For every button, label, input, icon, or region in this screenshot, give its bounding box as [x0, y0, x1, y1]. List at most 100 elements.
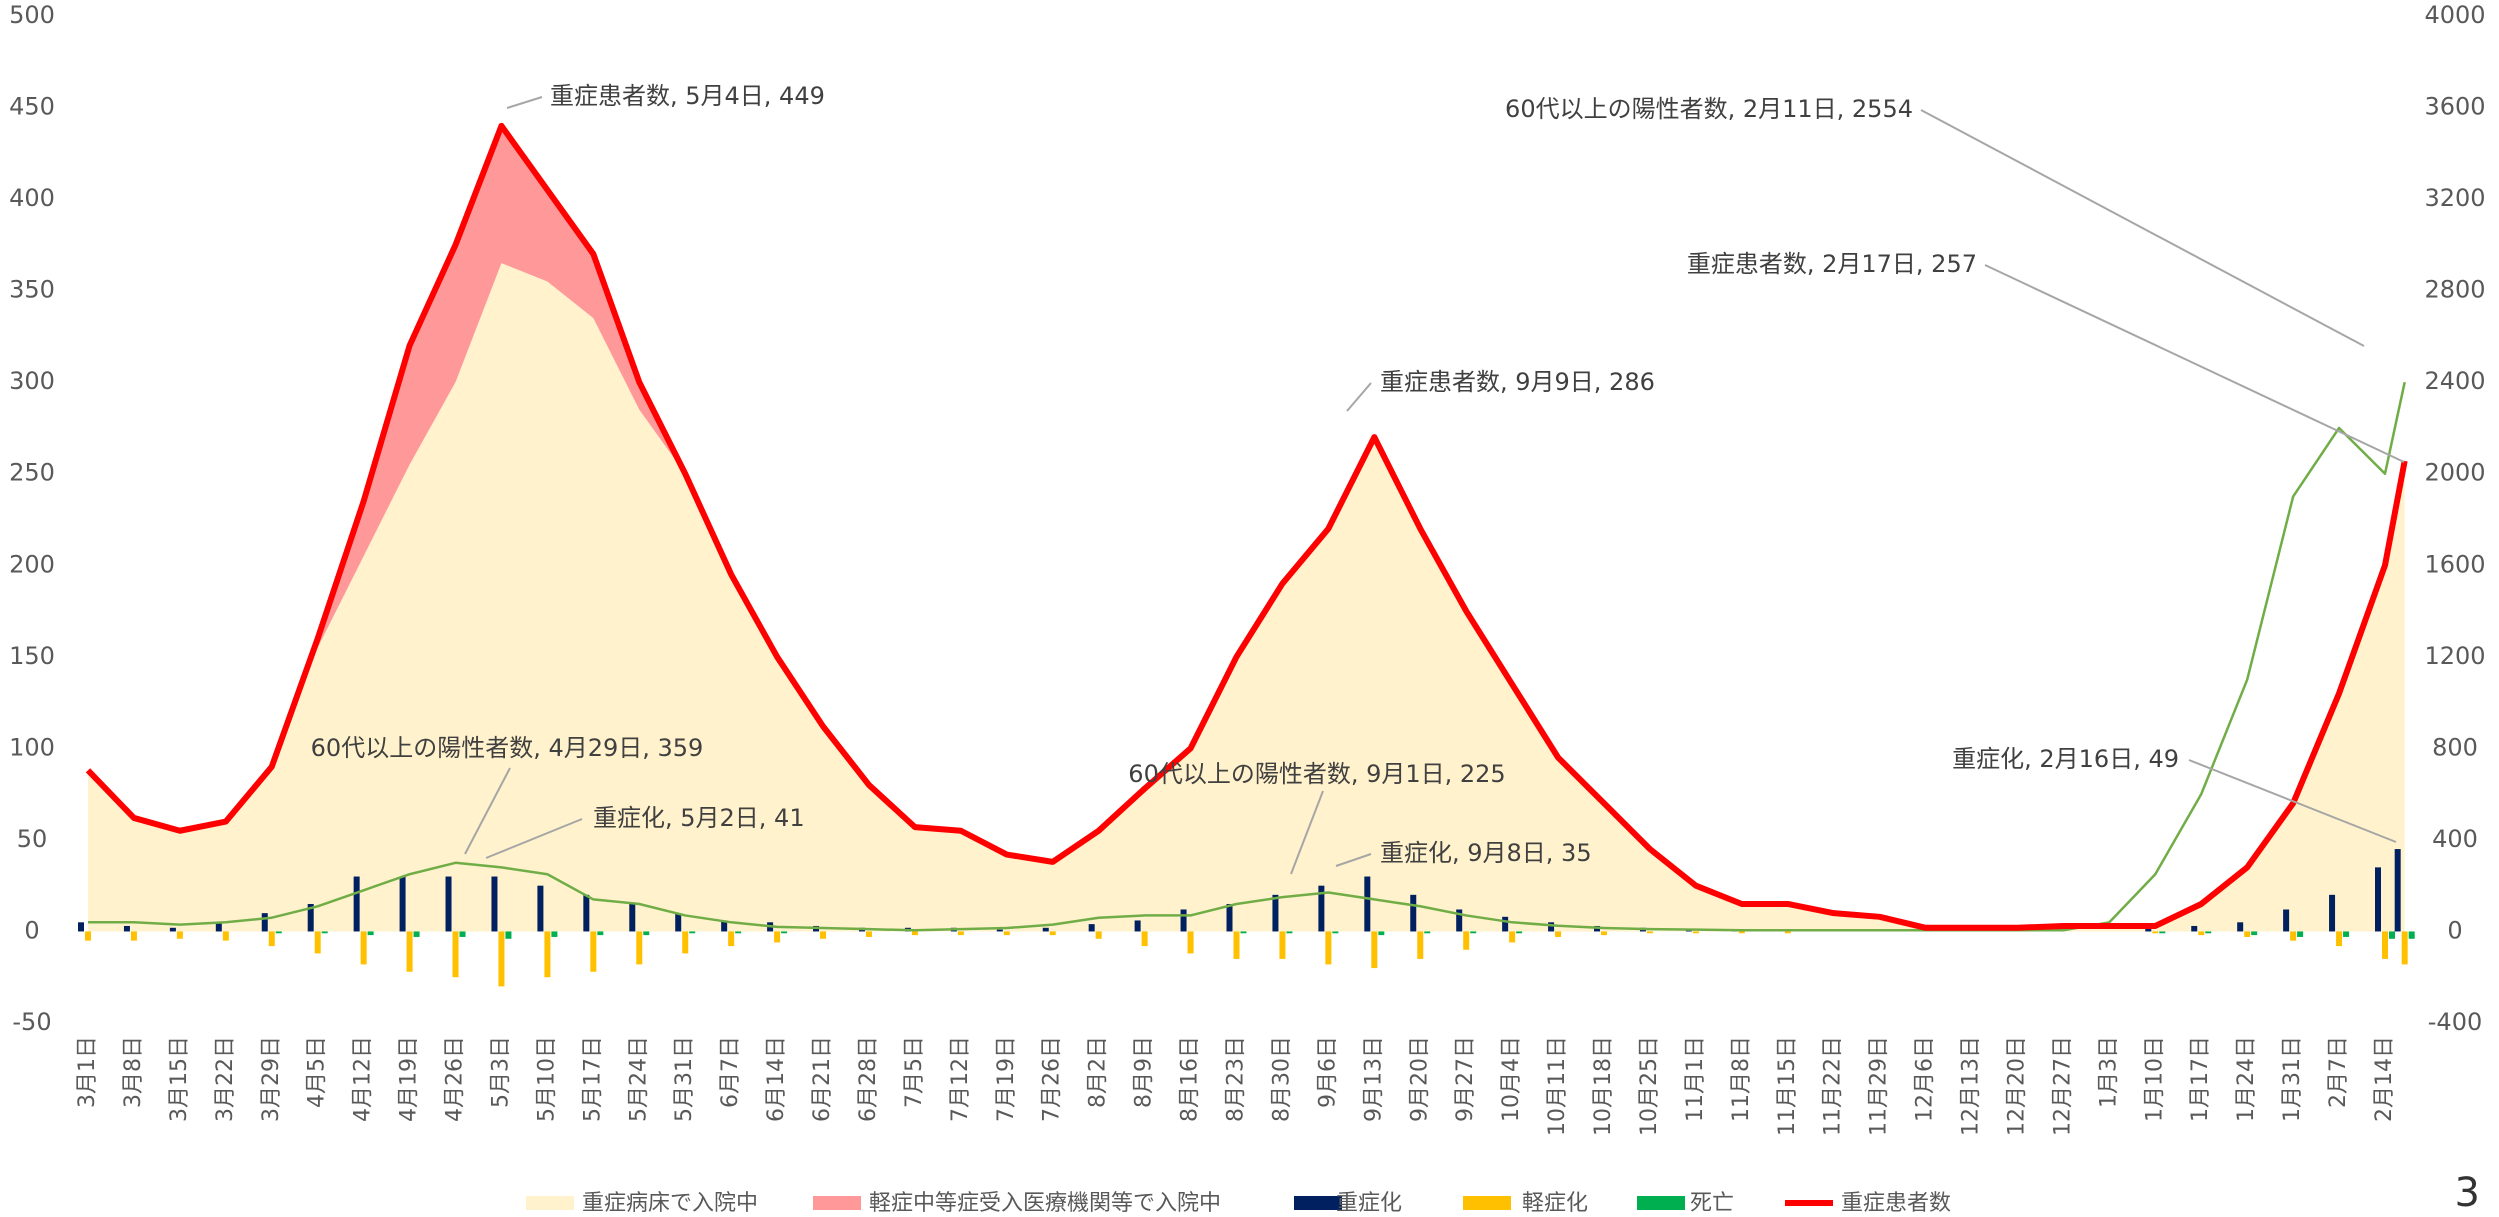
- bar: [2237, 922, 2244, 932]
- x-tick-label: 5月17日: [580, 1036, 605, 1122]
- x-tick-label: 5月24日: [626, 1036, 651, 1122]
- legend-swatch: [1463, 1196, 1511, 1210]
- leader-line: [1335, 853, 1372, 867]
- x-tick-label: 12月6日: [1913, 1036, 1938, 1122]
- y2-tick-label: 3600: [2424, 93, 2485, 121]
- x-tick-label: 10月11日: [1545, 1036, 1570, 1136]
- y-tick-label: 200: [9, 550, 55, 578]
- bar: [498, 931, 505, 987]
- y-tick-label: 150: [9, 642, 55, 670]
- bar: [957, 931, 964, 936]
- area: [88, 263, 2405, 932]
- bar: [1318, 885, 1325, 932]
- annotation: 重症化, 5月2日, 41: [593, 804, 805, 832]
- x-tick-label: 7月19日: [994, 1036, 1019, 1122]
- bar: [544, 931, 551, 978]
- bar: [1272, 894, 1279, 932]
- x-tick-label: 8月23日: [1224, 1036, 1249, 1122]
- y2-tick-label: 1600: [2424, 550, 2485, 578]
- line: [88, 381, 2406, 932]
- leader-line: [1920, 109, 2365, 347]
- bar: [1095, 931, 1102, 939]
- legend-label: 重症病床で入院中: [582, 1191, 758, 1216]
- bar: [721, 920, 728, 932]
- y2-tick-label: 4000: [2424, 1, 2485, 29]
- x-tick-label: 8月30日: [1269, 1036, 1294, 1122]
- bar: [1516, 931, 1523, 934]
- bar: [865, 931, 872, 937]
- bar: [1784, 931, 1791, 934]
- x-tick-label: 12月20日: [2004, 1036, 2029, 1136]
- x-tick-label: 6月28日: [856, 1036, 881, 1122]
- bar: [551, 931, 558, 937]
- bar: [1646, 931, 1653, 934]
- x-tick-label: 9月20日: [1407, 1036, 1432, 1122]
- x-tick-label: 4月26日: [443, 1036, 468, 1122]
- x-tick-label: 11月1日: [1683, 1036, 1708, 1122]
- bar: [774, 931, 781, 943]
- bar: [2297, 931, 2304, 937]
- legend-swatch: [526, 1196, 574, 1210]
- leader-line: [1290, 790, 1324, 875]
- y2-tick-label: 2400: [2424, 367, 2485, 395]
- y2-tick-label: -400: [2428, 1008, 2482, 1036]
- x-tick-label: 5月3日: [488, 1036, 513, 1108]
- bar: [505, 931, 512, 939]
- y-tick-label: 400: [9, 184, 55, 212]
- x-tick-label: 11月22日: [1821, 1036, 1846, 1136]
- annotation: 60代以上の陽性者数, 2月11日, 2554: [1505, 95, 1913, 123]
- x-tick-label: 6月21日: [810, 1036, 835, 1122]
- bar: [176, 931, 183, 939]
- leader-line: [2188, 759, 2397, 843]
- x-tick-label: 10月25日: [1637, 1036, 1662, 1136]
- bar: [1240, 931, 1247, 934]
- x-tick-label: 3月15日: [167, 1036, 192, 1122]
- bar: [367, 931, 374, 936]
- bar: [1332, 931, 1339, 934]
- bar: [1003, 931, 1010, 936]
- bar: [406, 931, 413, 972]
- y-tick-label: 300: [9, 367, 55, 395]
- legend-label: 重症患者数: [1841, 1191, 1951, 1216]
- bar: [597, 931, 604, 936]
- x-tick-label: 8月16日: [1178, 1036, 1203, 1122]
- bar: [1049, 931, 1056, 936]
- legend-swatch: [813, 1196, 861, 1210]
- bar: [459, 931, 466, 937]
- legend-swatch: [1637, 1196, 1685, 1210]
- bar: [1226, 903, 1233, 932]
- annotation: 重症患者数, 9月9日, 286: [1380, 368, 1655, 396]
- page-number: 3: [2455, 1170, 2480, 1216]
- bar: [1371, 931, 1378, 969]
- x-tick-label: 9月6日: [1315, 1036, 1340, 1108]
- bar: [2244, 931, 2251, 937]
- legend-label: 重症化: [1336, 1191, 1402, 1216]
- bar: [2343, 931, 2350, 937]
- leader-line: [464, 767, 511, 855]
- bar: [261, 913, 268, 932]
- x-tick-label: 10月4日: [1499, 1036, 1524, 1122]
- x-tick-label: 4月19日: [397, 1036, 422, 1122]
- bar: [413, 931, 420, 937]
- y-tick-label: 100: [9, 733, 55, 761]
- bar: [275, 931, 282, 934]
- x-tick-label: 11月15日: [1775, 1036, 1800, 1136]
- bar: [537, 885, 544, 932]
- bar: [911, 931, 918, 936]
- bar: [781, 931, 788, 934]
- bar: [1279, 931, 1286, 959]
- bar: [682, 931, 689, 954]
- bar: [1378, 931, 1385, 936]
- bar: [1548, 922, 1555, 932]
- x-tick-label: 1月24日: [2234, 1036, 2259, 1122]
- bar: [590, 931, 597, 972]
- bar: [996, 929, 1003, 932]
- bar: [2408, 931, 2415, 939]
- x-tick-label: 1月3日: [2096, 1036, 2121, 1108]
- bar: [2382, 931, 2388, 959]
- x-tick-label: 12月13日: [1959, 1036, 1984, 1136]
- bar: [2290, 931, 2297, 941]
- legend-label: 軽症中等症受入医療機関等で入院中: [869, 1191, 1221, 1216]
- bar: [1738, 931, 1745, 934]
- legend-swatch: [1294, 1196, 1342, 1210]
